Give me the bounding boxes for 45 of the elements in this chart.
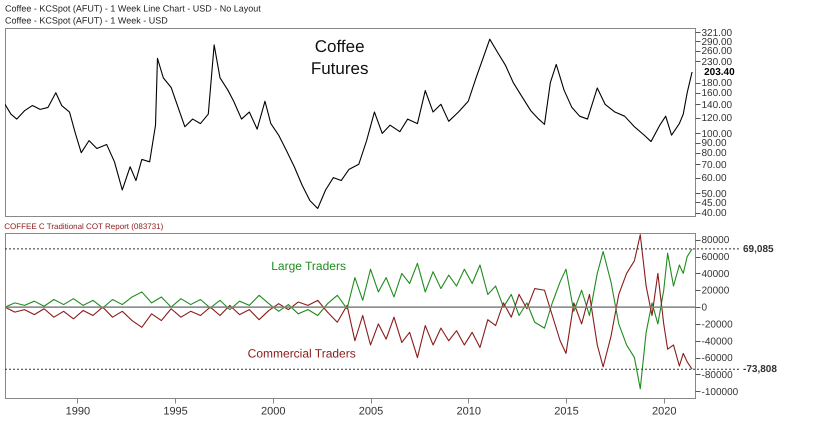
y-tick-label: 45.00	[702, 198, 727, 209]
y-tick-label: 60000	[702, 252, 730, 264]
x-tick-label: 2020	[652, 406, 676, 418]
chart-subtitle: Coffee - KCSpot (AFUT) - 1 Week - USD	[5, 15, 168, 26]
series-label: Commercial Traders	[248, 346, 356, 360]
y-tick-label: 70.00	[702, 160, 727, 171]
text: Coffee Futures	[310, 36, 368, 78]
ref-line-label: 69,085	[743, 244, 774, 255]
y-tick-label: -20000	[702, 319, 734, 330]
y-tick-label: 160.00	[702, 88, 733, 100]
y-tick-label: 0	[702, 302, 708, 314]
y-tick-label: 260.00	[702, 46, 733, 58]
y-tick-label: -80000	[702, 370, 734, 381]
x-tick-label: 2015	[554, 406, 579, 418]
y-tick-label: 90.00	[702, 138, 727, 150]
y-tick-label: 290.00	[702, 36, 733, 48]
y-tick-label: 230.00	[702, 56, 733, 68]
x-tick-label: 1995	[163, 406, 188, 418]
y-tick-label: 80000	[702, 235, 730, 246]
line-series	[5, 38, 693, 210]
series-label: Large Traders	[271, 259, 346, 273]
y-tick-label: 140.00	[702, 100, 733, 111]
x-tick-label: 2010	[456, 406, 481, 418]
y-tick-label: 321.00	[702, 28, 733, 39]
text: Coffee - KCSpot (AFUT) - 1 Week Line Chart - USD - No Layout	[5, 3, 262, 14]
y-tick-label: -100000	[702, 386, 739, 398]
annotation: 203.40	[704, 66, 736, 78]
x-tick-label: 1990	[66, 406, 90, 418]
x-tick-label: 2005	[358, 406, 384, 418]
y-tick-label: 40.00	[702, 208, 727, 220]
y-tick-label: 120.00	[702, 113, 733, 124]
y-tick-label: 180.00	[702, 78, 733, 90]
line-series	[5, 234, 693, 370]
x-tick-label: 2000	[261, 406, 286, 418]
chart-title: COFFEE C Traditional COT Report (083731)	[4, 222, 164, 231]
ref-line-label: -73,808	[743, 364, 778, 376]
y-tick-label: 80.00	[702, 148, 727, 160]
y-tick-label: 100.00	[702, 128, 733, 140]
y-tick-label: 50.00	[702, 188, 727, 200]
y-tick-label: -60000	[702, 353, 734, 364]
line-series	[5, 248, 693, 390]
y-tick-label: -40000	[702, 336, 734, 348]
y-tick-label: 40000	[702, 268, 730, 280]
y-tick-label: 20000	[702, 286, 730, 297]
y-tick-label: 60.00	[702, 173, 727, 184]
